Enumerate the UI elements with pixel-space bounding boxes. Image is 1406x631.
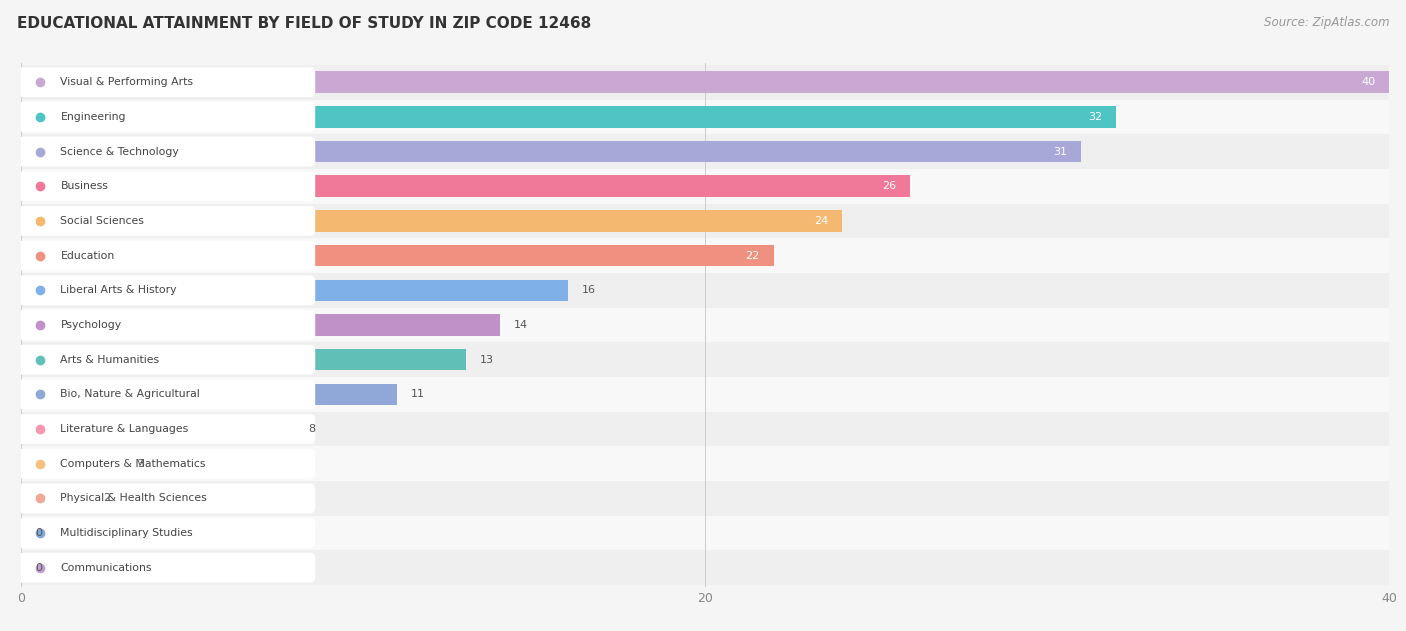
Bar [21, 134, 1389, 169]
Text: Visual & Performing Arts: Visual & Performing Arts [60, 77, 194, 87]
Bar [21, 453, 124, 475]
Text: 3: 3 [138, 459, 145, 469]
Bar [21, 481, 1389, 516]
Bar [21, 280, 568, 301]
Text: 22: 22 [745, 251, 759, 261]
Bar [21, 100, 1389, 134]
FancyBboxPatch shape [18, 206, 315, 236]
Text: 40: 40 [1361, 77, 1375, 87]
Bar [21, 65, 1389, 100]
FancyBboxPatch shape [18, 345, 315, 375]
Bar [21, 516, 1389, 550]
FancyBboxPatch shape [18, 518, 315, 548]
FancyBboxPatch shape [18, 240, 315, 271]
Bar [21, 308, 1389, 342]
FancyBboxPatch shape [18, 310, 315, 340]
Bar [21, 377, 1389, 411]
FancyBboxPatch shape [18, 449, 315, 479]
Bar [21, 384, 398, 405]
Text: Computers & Mathematics: Computers & Mathematics [60, 459, 205, 469]
Text: Psychology: Psychology [60, 320, 121, 330]
Bar [21, 273, 1389, 308]
FancyBboxPatch shape [18, 379, 315, 410]
Bar [21, 71, 1389, 93]
Text: 13: 13 [479, 355, 494, 365]
FancyBboxPatch shape [18, 102, 315, 132]
FancyBboxPatch shape [18, 137, 315, 167]
Bar [21, 141, 1081, 162]
FancyBboxPatch shape [18, 483, 315, 513]
FancyBboxPatch shape [18, 553, 315, 582]
Bar [21, 314, 501, 336]
Bar [21, 550, 1389, 585]
Bar [21, 106, 1115, 127]
Text: 11: 11 [411, 389, 425, 399]
Text: Literature & Languages: Literature & Languages [60, 424, 188, 434]
Text: 2: 2 [103, 493, 110, 504]
Bar [21, 342, 1389, 377]
FancyBboxPatch shape [18, 171, 315, 201]
Bar [21, 210, 842, 232]
Bar [21, 349, 465, 370]
Text: Science & Technology: Science & Technology [60, 146, 179, 156]
Text: 26: 26 [883, 181, 897, 191]
Text: Communications: Communications [60, 563, 152, 573]
Bar [21, 411, 1389, 446]
Text: 16: 16 [582, 285, 596, 295]
Text: Bio, Nature & Agricultural: Bio, Nature & Agricultural [60, 389, 200, 399]
Text: 14: 14 [513, 320, 527, 330]
Bar [21, 239, 1389, 273]
Text: Social Sciences: Social Sciences [60, 216, 145, 226]
Bar [21, 204, 1389, 239]
Bar [21, 446, 1389, 481]
FancyBboxPatch shape [18, 275, 315, 305]
Text: Arts & Humanities: Arts & Humanities [60, 355, 159, 365]
Bar [21, 488, 90, 509]
Bar [21, 175, 910, 197]
Bar [21, 245, 773, 266]
Text: 24: 24 [814, 216, 828, 226]
FancyBboxPatch shape [18, 68, 315, 97]
Text: Business: Business [60, 181, 108, 191]
Text: Source: ZipAtlas.com: Source: ZipAtlas.com [1264, 16, 1389, 29]
Text: EDUCATIONAL ATTAINMENT BY FIELD OF STUDY IN ZIP CODE 12468: EDUCATIONAL ATTAINMENT BY FIELD OF STUDY… [17, 16, 591, 31]
Text: 8: 8 [308, 424, 315, 434]
Bar [21, 169, 1389, 204]
Text: Multidisciplinary Studies: Multidisciplinary Studies [60, 528, 193, 538]
Text: Engineering: Engineering [60, 112, 127, 122]
FancyBboxPatch shape [18, 414, 315, 444]
Text: 31: 31 [1053, 146, 1067, 156]
Bar [21, 418, 295, 440]
Text: Liberal Arts & History: Liberal Arts & History [60, 285, 177, 295]
Text: Physical & Health Sciences: Physical & Health Sciences [60, 493, 207, 504]
Text: 0: 0 [35, 563, 42, 573]
Text: 0: 0 [35, 528, 42, 538]
Text: 32: 32 [1088, 112, 1102, 122]
Text: Education: Education [60, 251, 115, 261]
